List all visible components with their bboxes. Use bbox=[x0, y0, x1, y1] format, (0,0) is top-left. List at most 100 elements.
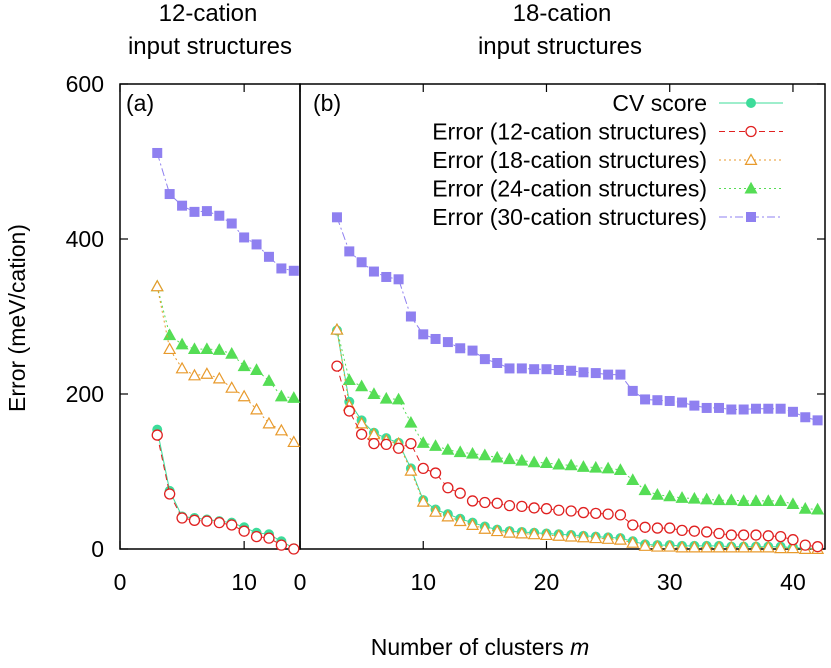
point-a-error-30-cation-structures-2 bbox=[177, 200, 188, 211]
point-b-error-12-cation-structures-11 bbox=[466, 495, 479, 507]
x-tick-label-b-40: 40 bbox=[780, 569, 806, 595]
point-b-error-18-cation-structures-20 bbox=[576, 530, 590, 543]
point-b-error-18-cation-structures-15 bbox=[515, 526, 529, 539]
x-tick-label-b-0: 0 bbox=[294, 569, 307, 595]
point-b-error-30-cation-structures-36 bbox=[775, 403, 786, 414]
point-b-error-24-cation-structures-30 bbox=[700, 492, 714, 505]
point-a-error-24-cation-structures-9 bbox=[262, 374, 276, 386]
point-a-error-12-cation-structures-10 bbox=[275, 539, 288, 551]
point-a-error-12-cation-structures-9 bbox=[263, 532, 275, 544]
point-b-error-24-cation-structures-19 bbox=[564, 458, 578, 471]
point-b-error-24-cation-structures-18 bbox=[552, 457, 566, 470]
point-b-error-30-cation-structures-11 bbox=[467, 345, 478, 356]
point-b-error-30-cation-structures-2 bbox=[356, 257, 367, 268]
x-tick-label-b-20: 20 bbox=[534, 569, 560, 595]
panel-b-label: (b) bbox=[313, 90, 341, 116]
point-a-error-18-cation-structures-4 bbox=[200, 367, 214, 379]
point-b-error-18-cation-structures-19 bbox=[564, 529, 578, 542]
legend-entry-error-18-cation-structures: Error (18-cation structures) bbox=[432, 147, 783, 173]
point-b-error-18-cation-structures-32 bbox=[724, 540, 738, 553]
point-b-error-24-cation-structures-29 bbox=[687, 491, 701, 504]
point-b-error-30-cation-structures-3 bbox=[368, 266, 379, 277]
point-b-error-18-cation-structures-37 bbox=[786, 541, 800, 554]
point-b-error-18-cation-structures-17 bbox=[539, 528, 553, 541]
point-b-error-12-cation-structures-34 bbox=[750, 529, 762, 541]
point-b-error-24-cation-structures-22 bbox=[601, 461, 615, 474]
point-b-error-24-cation-structures-15 bbox=[515, 453, 529, 466]
point-b-error-24-cation-structures-3 bbox=[367, 387, 381, 399]
series-a-error-12-cation-structures bbox=[151, 429, 300, 555]
point-a-error-12-cation-structures-8 bbox=[250, 530, 263, 543]
point-a-error-18-cation-structures-7 bbox=[237, 389, 251, 402]
point-a-error-30-cation-structures-3 bbox=[189, 206, 200, 217]
point-b-error-30-cation-structures-30 bbox=[701, 402, 712, 413]
point-b-error-18-cation-structures-21 bbox=[589, 531, 603, 544]
point-a-error-18-cation-structures-5 bbox=[212, 371, 226, 384]
point-b-error-30-cation-structures-8 bbox=[430, 333, 441, 344]
series-a-error-18-cation-structures bbox=[150, 279, 301, 448]
point-b-error-12-cation-structures-27 bbox=[664, 522, 676, 534]
point-b-error-12-cation-structures-7 bbox=[417, 462, 429, 475]
legend-label-error-30-cation-structures: Error (30-cation structures) bbox=[432, 204, 707, 230]
point-b-error-24-cation-structures-9 bbox=[441, 443, 455, 455]
point-b-error-24-cation-structures-10 bbox=[453, 445, 467, 458]
point-b-error-12-cation-structures-31 bbox=[713, 527, 725, 540]
point-b-error-24-cation-structures-27 bbox=[663, 489, 677, 502]
point-b-error-24-cation-structures-28 bbox=[675, 491, 689, 503]
point-b-error-18-cation-structures-8 bbox=[429, 505, 443, 517]
series-b-cv-score bbox=[331, 325, 823, 554]
x-tick-label-a-10: 10 bbox=[231, 569, 257, 595]
point-b-error-30-cation-structures-23 bbox=[615, 369, 626, 380]
point-b-error-30-cation-structures-32 bbox=[726, 404, 737, 415]
title-b-line2: input structures bbox=[478, 33, 642, 60]
series-a-error-30-cation-structures bbox=[152, 147, 299, 276]
point-b-error-24-cation-structures-12 bbox=[478, 448, 492, 461]
point-b-error-12-cation-structures-22 bbox=[602, 508, 614, 520]
point-b-error-30-cation-structures-29 bbox=[689, 400, 700, 411]
point-b-error-30-cation-structures-21 bbox=[590, 368, 601, 379]
legend-marker-cv-score bbox=[746, 98, 756, 108]
line-b-error-24-cation-structures bbox=[336, 329, 818, 510]
point-a-error-24-cation-structures-6 bbox=[225, 346, 239, 359]
point-b-error-30-cation-structures-7 bbox=[418, 329, 429, 340]
point-b-error-18-cation-structures-30 bbox=[700, 540, 714, 553]
point-a-error-18-cation-structures-3 bbox=[187, 368, 202, 381]
point-b-error-24-cation-structures-36 bbox=[774, 494, 788, 506]
point-a-error-18-cation-structures-10 bbox=[274, 423, 288, 436]
point-b-error-24-cation-structures-32 bbox=[724, 493, 738, 506]
point-a-error-12-cation-structures-4 bbox=[201, 515, 213, 527]
point-b-error-30-cation-structures-0 bbox=[331, 212, 342, 223]
title-a-line2: input structures bbox=[128, 33, 292, 60]
legend-label-error-24-cation-structures: Error (24-cation structures) bbox=[432, 176, 707, 202]
point-b-error-12-cation-structures-35 bbox=[762, 530, 774, 542]
point-a-error-24-cation-structures-2 bbox=[175, 337, 189, 350]
point-b-error-12-cation-structures-38 bbox=[799, 539, 811, 551]
point-b-error-12-cation-structures-18 bbox=[553, 504, 565, 516]
point-b-error-30-cation-structures-17 bbox=[541, 364, 552, 375]
point-b-error-30-cation-structures-16 bbox=[529, 364, 540, 375]
line-b-error-18-cation-structures bbox=[336, 329, 818, 550]
point-a-error-30-cation-structures-1 bbox=[164, 189, 175, 200]
point-a-error-24-cation-structures-5 bbox=[212, 343, 226, 355]
point-b-error-12-cation-structures-26 bbox=[651, 522, 664, 534]
point-b-error-12-cation-structures-10 bbox=[454, 487, 466, 499]
point-b-error-18-cation-structures-10 bbox=[453, 514, 467, 527]
point-b-error-24-cation-structures-20 bbox=[576, 460, 590, 472]
point-b-error-12-cation-structures-0 bbox=[331, 360, 343, 372]
point-b-error-18-cation-structures-2 bbox=[355, 416, 369, 429]
point-b-error-30-cation-structures-15 bbox=[516, 363, 527, 374]
point-b-error-12-cation-structures-20 bbox=[577, 506, 590, 519]
point-b-error-30-cation-structures-34 bbox=[750, 403, 761, 414]
point-b-error-12-cation-structures-30 bbox=[701, 526, 713, 538]
point-b-error-18-cation-structures-31 bbox=[712, 540, 726, 553]
point-b-error-12-cation-structures-2 bbox=[355, 428, 368, 440]
point-a-error-24-cation-structures-11 bbox=[287, 391, 301, 403]
line-b-cv-score bbox=[336, 330, 818, 549]
point-b-error-30-cation-structures-35 bbox=[763, 403, 774, 414]
point-b-error-18-cation-structures-27 bbox=[663, 539, 677, 552]
point-b-error-18-cation-structures-29 bbox=[687, 540, 701, 553]
y-tick-label-0: 0 bbox=[91, 536, 104, 562]
point-b-error-24-cation-structures-2 bbox=[355, 379, 369, 392]
x-tick-label-a-0: 0 bbox=[114, 569, 127, 595]
point-b-error-24-cation-structures-25 bbox=[638, 483, 652, 496]
